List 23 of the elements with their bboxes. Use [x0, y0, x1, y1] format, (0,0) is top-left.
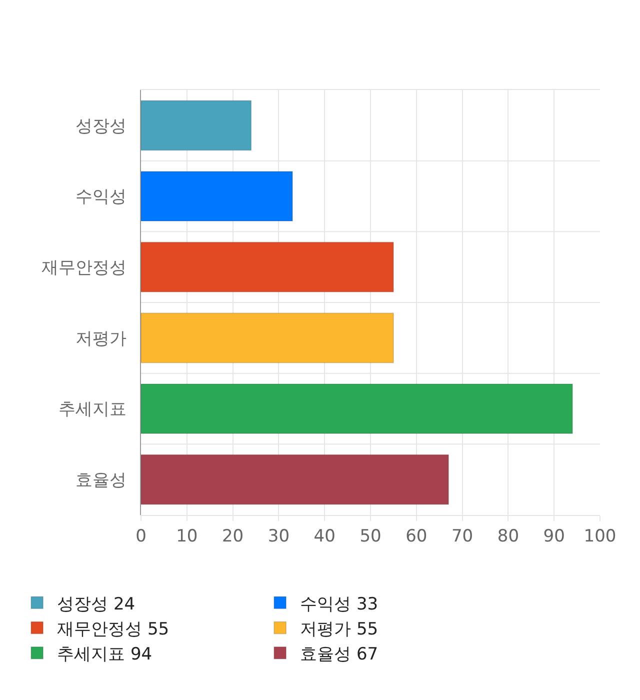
x-tick-label: 80: [497, 526, 520, 546]
y-tick-label: 추세지표: [58, 400, 127, 420]
x-tick-label: 20: [222, 526, 244, 546]
x-tick-label: 50: [360, 526, 382, 546]
y-tick-label: 수익성: [76, 187, 127, 208]
legend-label: 수익성 33: [300, 594, 378, 614]
legend-label: 추세지표 94: [57, 644, 152, 665]
x-tick-label: 90: [543, 526, 565, 546]
y-tick-label: 재무안정성: [42, 258, 127, 278]
x-tick-label: 10: [176, 526, 198, 546]
legend-label: 재무안정성 55: [57, 619, 170, 640]
y-tick-label: 저평가: [76, 328, 127, 349]
legend-label: 효율성 67: [300, 644, 378, 665]
x-tick-label: 0: [136, 526, 146, 546]
x-tick-label: 70: [451, 526, 474, 546]
y-tick-label: 효율성: [76, 470, 127, 491]
x-tick-label: 30: [268, 526, 290, 546]
x-tick-label: 100: [584, 526, 616, 546]
legend-label: 저평가 55: [300, 619, 378, 640]
y-tick-label: 성장성: [76, 116, 127, 136]
legend-label: 성장성 24: [57, 594, 136, 614]
x-tick-label: 40: [314, 526, 336, 546]
x-tick-label: 60: [406, 526, 428, 546]
